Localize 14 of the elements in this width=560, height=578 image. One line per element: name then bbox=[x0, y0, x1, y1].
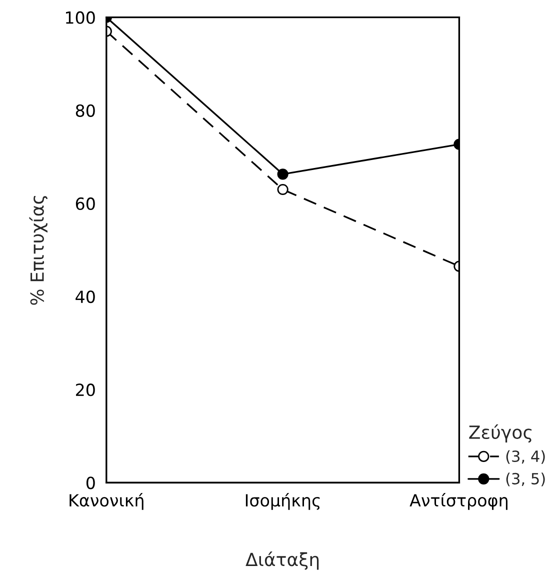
y-tick-label: 100 bbox=[66, 11, 95, 24]
y-tick-label: 60 bbox=[76, 197, 95, 210]
x-tick-label: Ισομήκης bbox=[246, 493, 320, 510]
y-axis-title: % Επιτυχίας bbox=[29, 196, 48, 305]
y-tick-label: 80 bbox=[76, 104, 95, 117]
y-tick-label: 40 bbox=[76, 290, 95, 304]
x-tick-label: Κανονική bbox=[70, 493, 144, 510]
x-tick-label: Αντίστροφη bbox=[410, 493, 508, 510]
y-tick-label: 20 bbox=[76, 384, 95, 396]
legend-label: (3, 4) bbox=[506, 450, 545, 464]
legend-title: Ζεύγος bbox=[469, 424, 532, 443]
legend-label: (3, 5) bbox=[506, 472, 545, 486]
x-axis-title: Διάταξη bbox=[246, 552, 319, 570]
y-tick-label: 0 bbox=[86, 476, 95, 490]
